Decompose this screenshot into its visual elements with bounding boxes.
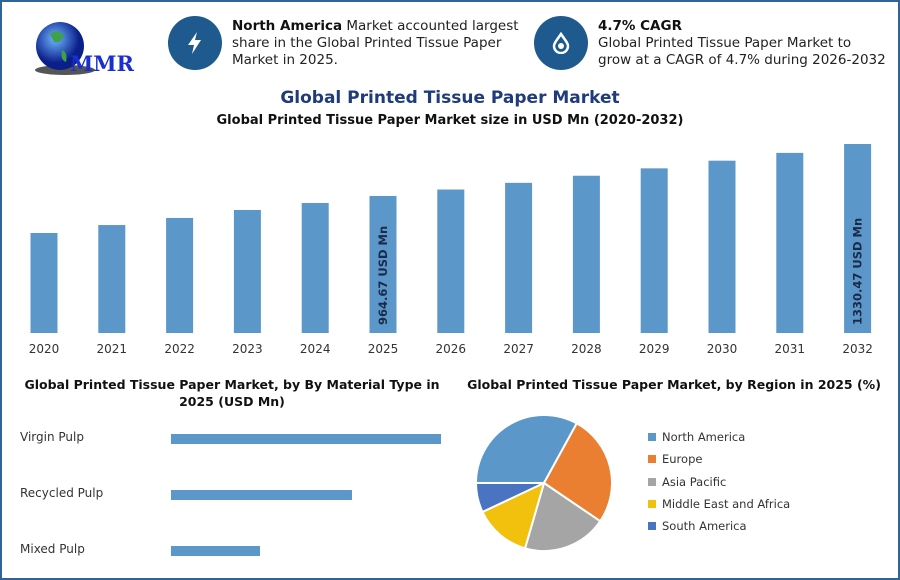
info-text: Market accounted largest share in the Gl…	[232, 18, 519, 68]
bar-mixed-pulp	[171, 546, 261, 556]
legend-label: South America	[662, 519, 747, 534]
globe-icon	[35, 22, 95, 75]
bar-2031	[776, 152, 804, 333]
x-tick-label: 2029	[639, 342, 670, 356]
logo-text: MMR	[70, 51, 134, 76]
legend-item: South America	[648, 519, 747, 533]
info-text: Global Printed Tissue Paper Market to gr…	[598, 35, 886, 68]
bar-2032	[844, 144, 872, 333]
bar-2024	[301, 203, 329, 333]
mmr-logo: MMR	[20, 16, 140, 78]
bar-2023	[233, 209, 261, 333]
slice-middle-east-and-africa	[481, 481, 546, 550]
legend-swatch	[648, 433, 656, 441]
legend-item: North America	[648, 430, 745, 444]
category-label: Virgin Pulp	[20, 430, 84, 444]
legend-swatch	[648, 499, 656, 508]
data-label-2032: 1330.47 USD Mn	[851, 218, 865, 325]
legend-label: Middle East and Africa	[662, 496, 791, 511]
x-tick-label: 2022	[164, 342, 195, 356]
legend-item: Middle East and Africa	[648, 497, 790, 511]
legend-swatch	[648, 522, 656, 531]
legend-swatch	[648, 477, 656, 486]
bar-2029	[640, 168, 668, 333]
slice-south-america	[474, 482, 545, 514]
x-tick-label: 2028	[571, 342, 602, 356]
x-tick-label: 2024	[300, 342, 331, 356]
info-bold: 4.7% CAGR	[598, 18, 682, 34]
slice-north-america	[474, 414, 579, 484]
legend-item: Asia Pacific	[648, 475, 726, 489]
legend-swatch	[648, 455, 656, 464]
x-tick-label: 2027	[503, 342, 534, 356]
bar-2028	[572, 175, 600, 333]
legend-item: Europe	[648, 452, 702, 466]
bar-virgin-pulp	[171, 434, 441, 444]
x-tick-label: 2023	[232, 342, 263, 356]
bar-2022	[166, 217, 194, 333]
x-tick-label: 2032	[842, 342, 873, 356]
bar-2025	[369, 195, 397, 333]
info-card-cagr: 4.7% CAGR Global Printed Tissue Paper Mar…	[598, 18, 888, 69]
x-tick-label: 2025	[368, 342, 399, 356]
legend-label: Asia Pacific	[662, 474, 727, 489]
bar-2027	[505, 182, 533, 333]
x-tick-label: 2030	[707, 342, 738, 356]
legend-label: Europe	[662, 452, 703, 467]
info-bold: North America	[232, 18, 343, 34]
x-tick-label: 2031	[775, 342, 806, 356]
data-label-2025: 964.67 USD Mn	[376, 226, 390, 325]
bar-2026	[437, 189, 465, 333]
bar-recycled-pulp	[171, 490, 352, 500]
slice-europe	[542, 422, 613, 523]
flame-drop-icon	[534, 16, 588, 70]
region-chart-title: Global Printed Tissue Paper Market, by R…	[467, 377, 881, 392]
legend-label: North America	[662, 430, 746, 444]
bar-2030	[708, 160, 736, 333]
region-pie-chart	[474, 414, 613, 552]
category-label: Mixed Pulp	[20, 542, 85, 556]
page-title: Global Printed Tissue Paper Market	[280, 88, 620, 108]
material-chart-title: Global Printed Tissue Paper Market, by B…	[24, 377, 440, 409]
slice-asia-pacific	[523, 481, 602, 552]
bar-2021	[98, 225, 126, 333]
x-tick-label: 2026	[436, 342, 467, 356]
bar-2020	[30, 232, 58, 333]
bar-chart-subtitle: Global Printed Tissue Paper Market size …	[216, 113, 684, 128]
x-tick-label: 2021	[97, 342, 128, 356]
lightning-icon	[168, 16, 222, 70]
info-card-region: North America Market accounted largest s…	[232, 18, 522, 69]
x-tick-label: 2020	[29, 342, 60, 356]
category-label: Recycled Pulp	[20, 486, 104, 500]
